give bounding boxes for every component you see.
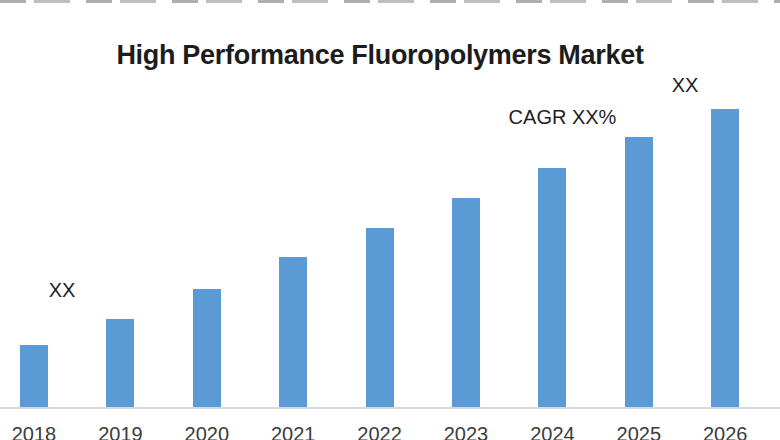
bar-2018 <box>20 345 48 408</box>
bar-2022 <box>366 228 394 408</box>
x-tick-2024: 2024 <box>522 423 582 440</box>
x-axis-line <box>0 407 780 409</box>
bar-2024 <box>538 168 566 408</box>
bar-chart: High Performance Fluoropolymers Market X… <box>0 0 780 440</box>
x-tick-2025: 2025 <box>609 423 669 440</box>
bar-2026 <box>711 109 739 408</box>
bar-2020 <box>193 289 221 408</box>
x-tick-2021: 2021 <box>263 423 323 440</box>
bar-2023 <box>452 198 480 408</box>
x-tick-2023: 2023 <box>436 423 496 440</box>
x-tick-2018: 2018 <box>4 423 64 440</box>
x-tick-2019: 2019 <box>90 423 150 440</box>
bar-2025 <box>625 137 653 408</box>
x-tick-2022: 2022 <box>350 423 410 440</box>
plot-area: 2018 2019 2020 2021 2022 2023 2024 2025 2026 <box>0 0 780 440</box>
x-tick-2020: 2020 <box>177 423 237 440</box>
bar-2021 <box>279 257 307 408</box>
x-tick-2026: 2026 <box>695 423 755 440</box>
bar-2019 <box>106 319 134 408</box>
